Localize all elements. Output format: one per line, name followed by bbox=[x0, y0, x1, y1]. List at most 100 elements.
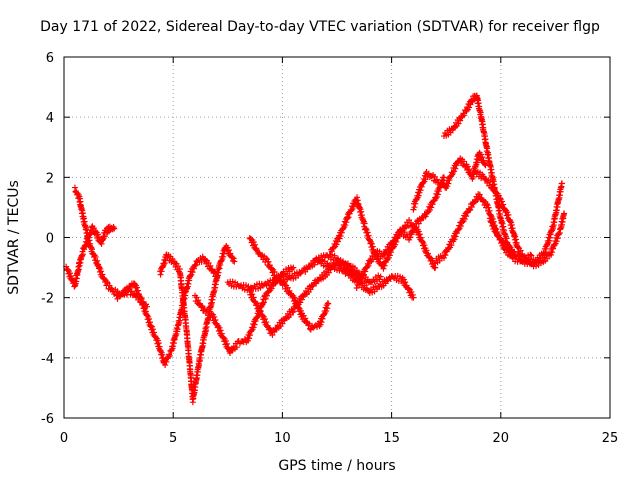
data-point bbox=[415, 192, 422, 199]
data-point bbox=[495, 192, 502, 199]
data-point bbox=[470, 173, 477, 180]
data-point bbox=[83, 226, 90, 233]
data-point bbox=[94, 231, 101, 238]
data-point bbox=[546, 237, 553, 244]
data-point bbox=[265, 288, 272, 295]
data-point bbox=[500, 223, 507, 230]
data-point bbox=[189, 269, 196, 276]
data-point bbox=[271, 328, 278, 335]
data-point bbox=[331, 252, 338, 259]
data-point bbox=[222, 337, 229, 344]
data-point bbox=[92, 253, 99, 260]
data-point bbox=[410, 227, 417, 234]
data-point bbox=[463, 213, 470, 220]
data-point bbox=[455, 120, 462, 127]
series-track-16 bbox=[486, 210, 568, 270]
data-point bbox=[361, 220, 368, 227]
plot-frame bbox=[63, 56, 611, 419]
data-point bbox=[334, 238, 341, 245]
data-point bbox=[256, 305, 263, 312]
data-point bbox=[302, 315, 309, 322]
data-point bbox=[415, 228, 422, 235]
data-point bbox=[297, 307, 304, 314]
data-point bbox=[342, 222, 349, 229]
data-point bbox=[429, 201, 436, 208]
data-point bbox=[408, 231, 415, 238]
data-point bbox=[461, 216, 468, 223]
data-point bbox=[286, 287, 293, 294]
data-point bbox=[75, 266, 82, 273]
data-point bbox=[247, 235, 254, 242]
y-tick-label: -2 bbox=[41, 292, 54, 307]
data-point bbox=[558, 221, 565, 228]
series-track-4 bbox=[157, 242, 238, 406]
data-point bbox=[386, 252, 393, 259]
data-point bbox=[459, 219, 466, 226]
data-point bbox=[517, 247, 524, 254]
data-point bbox=[211, 313, 218, 320]
data-point bbox=[448, 242, 455, 249]
data-point bbox=[138, 295, 145, 302]
data-point bbox=[170, 343, 177, 350]
data-point bbox=[273, 272, 280, 279]
data-point bbox=[480, 157, 487, 164]
data-point bbox=[220, 253, 227, 260]
data-point bbox=[498, 198, 505, 205]
data-point bbox=[198, 258, 205, 265]
data-point bbox=[262, 315, 269, 322]
data-point bbox=[408, 219, 415, 226]
data-point bbox=[433, 176, 440, 183]
data-point bbox=[365, 262, 372, 269]
data-point bbox=[190, 265, 197, 272]
data-point bbox=[460, 158, 467, 165]
data-point bbox=[252, 299, 259, 306]
data-point bbox=[353, 285, 360, 292]
data-point bbox=[266, 262, 273, 269]
data-point bbox=[495, 232, 502, 239]
data-point bbox=[161, 260, 168, 267]
data-point bbox=[350, 203, 357, 210]
data-point bbox=[284, 284, 291, 291]
data-point bbox=[487, 178, 494, 185]
data-point bbox=[434, 191, 441, 198]
data-point bbox=[101, 276, 108, 283]
data-point bbox=[250, 294, 257, 301]
data-point bbox=[184, 283, 191, 290]
data-point bbox=[262, 295, 269, 302]
data-point bbox=[250, 324, 257, 331]
data-point bbox=[474, 159, 481, 166]
data-point bbox=[377, 273, 384, 280]
data-point bbox=[271, 268, 278, 275]
data-point bbox=[417, 217, 424, 224]
data-point bbox=[413, 224, 420, 231]
data-point bbox=[411, 204, 418, 211]
data-point bbox=[368, 240, 375, 247]
data-point bbox=[249, 291, 256, 298]
data-point bbox=[141, 302, 148, 309]
data-point bbox=[327, 251, 334, 258]
data-point bbox=[441, 174, 448, 181]
data-point bbox=[441, 254, 448, 261]
data-point bbox=[225, 247, 232, 254]
data-point bbox=[231, 258, 238, 265]
data-point bbox=[230, 255, 237, 262]
data-point bbox=[416, 231, 423, 238]
data-point bbox=[199, 303, 206, 310]
data-point bbox=[155, 340, 162, 347]
data-point bbox=[217, 327, 224, 334]
data-point bbox=[484, 145, 491, 152]
data-point bbox=[549, 249, 556, 256]
data-point bbox=[84, 229, 91, 236]
data-point bbox=[503, 235, 510, 242]
data-point bbox=[257, 308, 264, 315]
data-point bbox=[424, 250, 431, 257]
data-point bbox=[410, 294, 417, 301]
data-point bbox=[493, 189, 500, 196]
data-point bbox=[428, 204, 435, 211]
data-point bbox=[395, 232, 402, 239]
data-point bbox=[119, 291, 126, 298]
y-tick-label: 0 bbox=[46, 232, 54, 247]
data-point bbox=[252, 241, 259, 248]
y-tick-label: 2 bbox=[46, 171, 54, 186]
data-point bbox=[355, 270, 362, 277]
